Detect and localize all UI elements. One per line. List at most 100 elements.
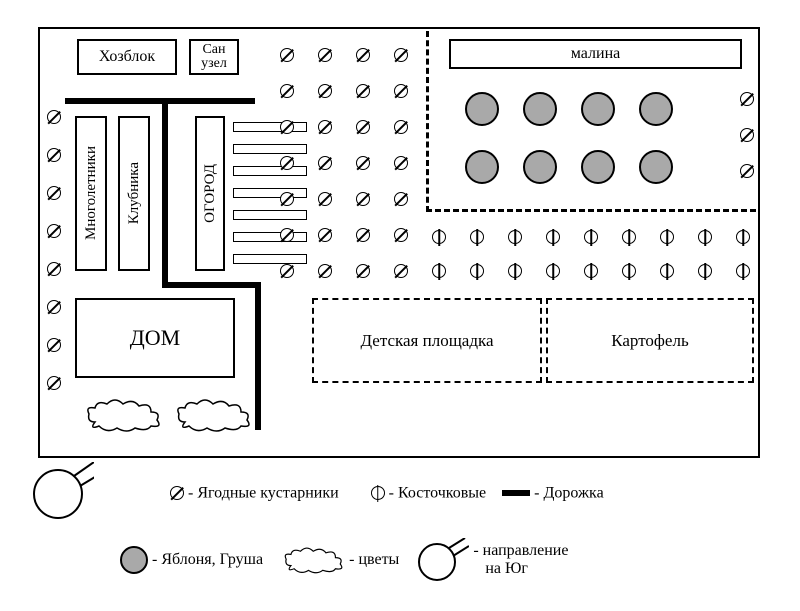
legend-compass-icon [415,538,469,582]
berry-bush-icon [47,148,61,162]
berry-bush-icon [318,156,332,170]
label-playground: Детская площадка [360,331,493,351]
berry-bush-icon [356,48,370,62]
path-seg-3 [162,282,260,288]
berry-bush-icon [356,84,370,98]
berry-bush-icon [740,128,754,142]
apple-tree-icon [639,150,673,184]
berry-bush-icon [280,264,294,278]
stonefruit-icon [698,264,712,278]
legend-row-1: - Ягодные кустарники - Косточковые - Дор… [170,484,770,510]
stonefruit-icon [432,264,446,278]
apple-tree-icon [523,92,557,126]
path-seg-4 [255,282,261,430]
stonefruit-icon [546,264,560,278]
apple-tree-icon [465,92,499,126]
stonefruit-icon [432,230,446,244]
berry-bush-icon [280,192,294,206]
bed-mnogoletniki: Многолетники [75,116,107,271]
berry-bush-icon [394,156,408,170]
berry-bush-icon [47,110,61,124]
ogorod-bed [233,188,307,198]
legend-tree-icon [120,546,148,574]
berry-bush-icon [280,228,294,242]
berry-bush-icon [740,92,754,106]
path-seg-1 [65,98,255,104]
bed-ogorod-label: ОГОРОД [195,116,225,271]
label-dom: ДОМ [130,325,180,351]
legend-stone-icon [371,486,385,500]
stonefruit-icon [508,264,522,278]
berry-bush-icon [356,264,370,278]
ogorod-bed [233,254,307,264]
flowers-cloud-icon [175,398,253,432]
legend-cloud-text: - цветы [349,551,399,568]
berry-bush-icon [47,338,61,352]
ogorod-bed [233,210,307,220]
legend-berry-text: - Ягодные кустарники [188,484,339,501]
berry-bush-icon [47,262,61,276]
path-seg-2 [162,98,168,286]
stonefruit-icon [660,264,674,278]
berry-bush-icon [394,192,408,206]
zone-potato: Картофель [546,298,754,383]
legend-cloud-icon [283,546,345,574]
berry-bush-icon [318,228,332,242]
compass-icon [22,462,94,526]
stonefruit-icon [736,264,750,278]
building-dom: ДОМ [75,298,235,378]
berry-bush-icon [394,264,408,278]
legend-compass-text: - направление на Юг [473,542,568,578]
berry-bush-icon [47,376,61,390]
ogorod-bed [233,166,307,176]
apple-tree-icon [581,150,615,184]
stonefruit-icon [508,230,522,244]
label-klubnika: Клубника [126,162,143,224]
bed-malina: малина [449,39,742,69]
berry-bush-icon [318,84,332,98]
berry-bush-icon [318,120,332,134]
ogorod-bed [233,232,307,242]
label-hozblok: Хозблок [99,48,155,66]
ogorod-bed [233,122,307,132]
label-malina: малина [571,45,620,63]
berry-bush-icon [356,156,370,170]
berry-bush-icon [318,48,332,62]
berry-bush-icon [280,120,294,134]
stonefruit-icon [470,264,484,278]
ogorod-bed [233,144,307,154]
stonefruit-icon [622,264,636,278]
berry-bush-icon [356,192,370,206]
stonefruit-icon [584,230,598,244]
stonefruit-icon [736,230,750,244]
berry-bush-icon [394,120,408,134]
berry-bush-icon [394,48,408,62]
berry-bush-icon [280,48,294,62]
legend-stone-text: - Косточковые [389,484,486,501]
zone-playground: Детская площадка [312,298,542,383]
label-ogorod: ОГОРОД [202,164,219,223]
stonefruit-icon [622,230,636,244]
berry-bush-icon [356,120,370,134]
apple-tree-icon [523,150,557,184]
legend-tree-text: - Яблоня, Груша [152,551,263,568]
label-mnogoletniki: Многолетники [83,146,100,240]
label-sanuzel: Сан узел [201,43,227,71]
stonefruit-icon [546,230,560,244]
berry-bush-icon [318,264,332,278]
stonefruit-icon [660,230,674,244]
bed-klubnika: Клубника [118,116,150,271]
label-potato: Картофель [611,331,688,351]
berry-bush-icon [47,224,61,238]
berry-bush-icon [394,84,408,98]
stonefruit-icon [698,230,712,244]
building-hozblok: Хозблок [77,39,177,75]
stonefruit-icon [584,264,598,278]
berry-bush-icon [356,228,370,242]
legend-path-icon [502,490,530,496]
berry-bush-icon [740,164,754,178]
legend-berry-icon [170,486,184,500]
berry-bush-icon [280,84,294,98]
building-sanuzel: Сан узел [189,39,239,75]
berry-bush-icon [280,156,294,170]
